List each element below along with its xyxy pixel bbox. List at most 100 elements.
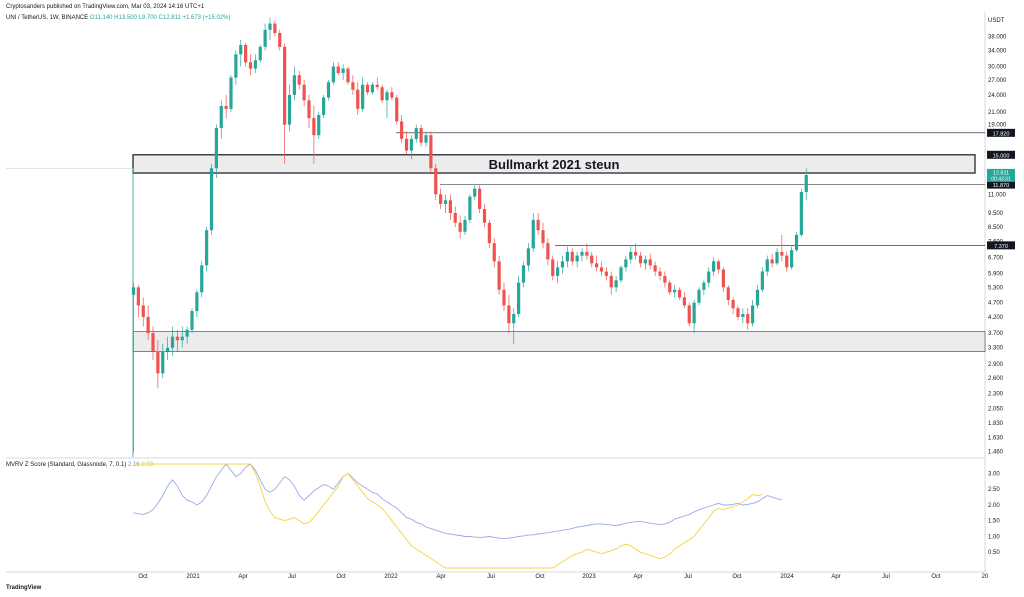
candle-body	[439, 194, 443, 204]
candle-50	[375, 77, 379, 90]
ind-y-tick-5: 0.50	[988, 550, 1000, 556]
candle-body	[458, 222, 462, 232]
candle-24	[248, 54, 253, 76]
level-badge-text-3: 7.370	[994, 244, 1008, 250]
candle-30	[278, 29, 282, 51]
candle-89	[565, 246, 569, 268]
candle-body	[131, 287, 136, 295]
candle-67	[458, 215, 462, 239]
candle-92	[580, 248, 584, 262]
candle-35	[302, 79, 306, 106]
candle-122	[726, 284, 730, 306]
candle-body	[283, 46, 287, 125]
candle-7	[166, 336, 170, 360]
candle-82	[531, 212, 535, 252]
candle-135	[790, 246, 794, 270]
candle-15	[205, 227, 209, 272]
candle-127	[751, 299, 755, 327]
candle-23	[244, 43, 248, 67]
candle-98	[609, 271, 613, 295]
candle-body	[463, 219, 467, 232]
candle-body	[595, 263, 599, 268]
candle-115	[692, 299, 696, 334]
zone-high-badge	[987, 150, 1015, 159]
level-badge-text-1: 17.820	[993, 131, 1010, 137]
candle-body	[512, 314, 516, 324]
x-tick-2: Apr	[238, 574, 247, 580]
candle-88	[560, 255, 565, 274]
indicator-legend: MVRV Z Score (Standard, Glassnode, 7, 0.…	[6, 462, 153, 468]
candle-86	[551, 255, 555, 281]
candle-body	[248, 62, 253, 69]
y-tick-25: 1.630	[988, 436, 1004, 442]
candle-63	[439, 188, 443, 210]
candle-body	[707, 271, 711, 283]
x-tick-14: Apr	[831, 574, 840, 580]
last-price-badge	[987, 168, 1015, 182]
level-badge-3	[987, 241, 1015, 250]
candle-55	[400, 114, 404, 143]
candle-38	[317, 111, 321, 139]
candle-137	[799, 188, 803, 237]
candle-body	[541, 230, 545, 244]
candle-105	[643, 255, 647, 270]
candle-114	[687, 302, 691, 327]
candle-128	[755, 284, 760, 309]
indicator-name: MVRV Z Score (Standard, Glassnode, 7, 0.…	[6, 462, 127, 468]
candle-103	[634, 243, 638, 260]
candle-body	[317, 114, 321, 136]
candle-53	[390, 87, 394, 101]
candle-body	[214, 128, 218, 169]
candle-39	[322, 94, 326, 119]
indicator-series-1	[133, 463, 783, 540]
candle-body	[785, 255, 789, 268]
y-tick-14: 5.900	[988, 272, 1004, 278]
candle-body	[307, 100, 311, 119]
candle-106	[648, 253, 652, 270]
ind-y-tick-4: 1.00	[988, 534, 1000, 540]
candle-body	[673, 289, 677, 293]
candle-124	[736, 305, 740, 321]
candle-102	[629, 246, 633, 264]
candle-body	[478, 188, 482, 210]
candle-body	[736, 308, 740, 318]
candle-85	[546, 238, 550, 266]
candle-54	[395, 94, 399, 125]
x-tick-9: 2023	[582, 574, 596, 580]
candle-body	[390, 92, 394, 98]
candle-20	[229, 75, 233, 112]
candle-68	[463, 215, 467, 235]
candle-126	[746, 308, 750, 330]
candle-body	[619, 267, 623, 281]
candle-138	[804, 168, 808, 201]
symbol-label: UNI / TetherUS, 1W, BINANCE	[6, 15, 89, 21]
candle-44	[346, 66, 350, 85]
candle-body	[804, 175, 808, 193]
candle-body	[136, 287, 140, 306]
y-tick-0: 38.000	[988, 34, 1007, 40]
candle-100	[619, 265, 623, 283]
x-tick-5: 2022	[384, 574, 398, 580]
candle-132	[775, 248, 779, 266]
candle-109	[663, 271, 667, 288]
candle-body	[536, 219, 540, 231]
candle-body	[346, 68, 350, 83]
candle-body	[556, 267, 560, 276]
candle-body	[219, 105, 223, 129]
candle-body	[721, 269, 725, 288]
x-tick-10: Apr	[633, 574, 642, 580]
candle-75	[497, 255, 501, 295]
candle-93	[585, 243, 589, 260]
candle-body	[253, 60, 257, 69]
candle-body	[692, 302, 696, 324]
candle-body	[443, 200, 448, 204]
candle-117	[702, 280, 706, 295]
candle-body	[331, 66, 335, 83]
candle-21	[234, 50, 238, 85]
ind-y-tick-1: 2.50	[988, 487, 1000, 493]
candle-body	[322, 97, 326, 115]
x-tick-6: Apr	[436, 574, 445, 580]
candle-body	[268, 23, 272, 30]
